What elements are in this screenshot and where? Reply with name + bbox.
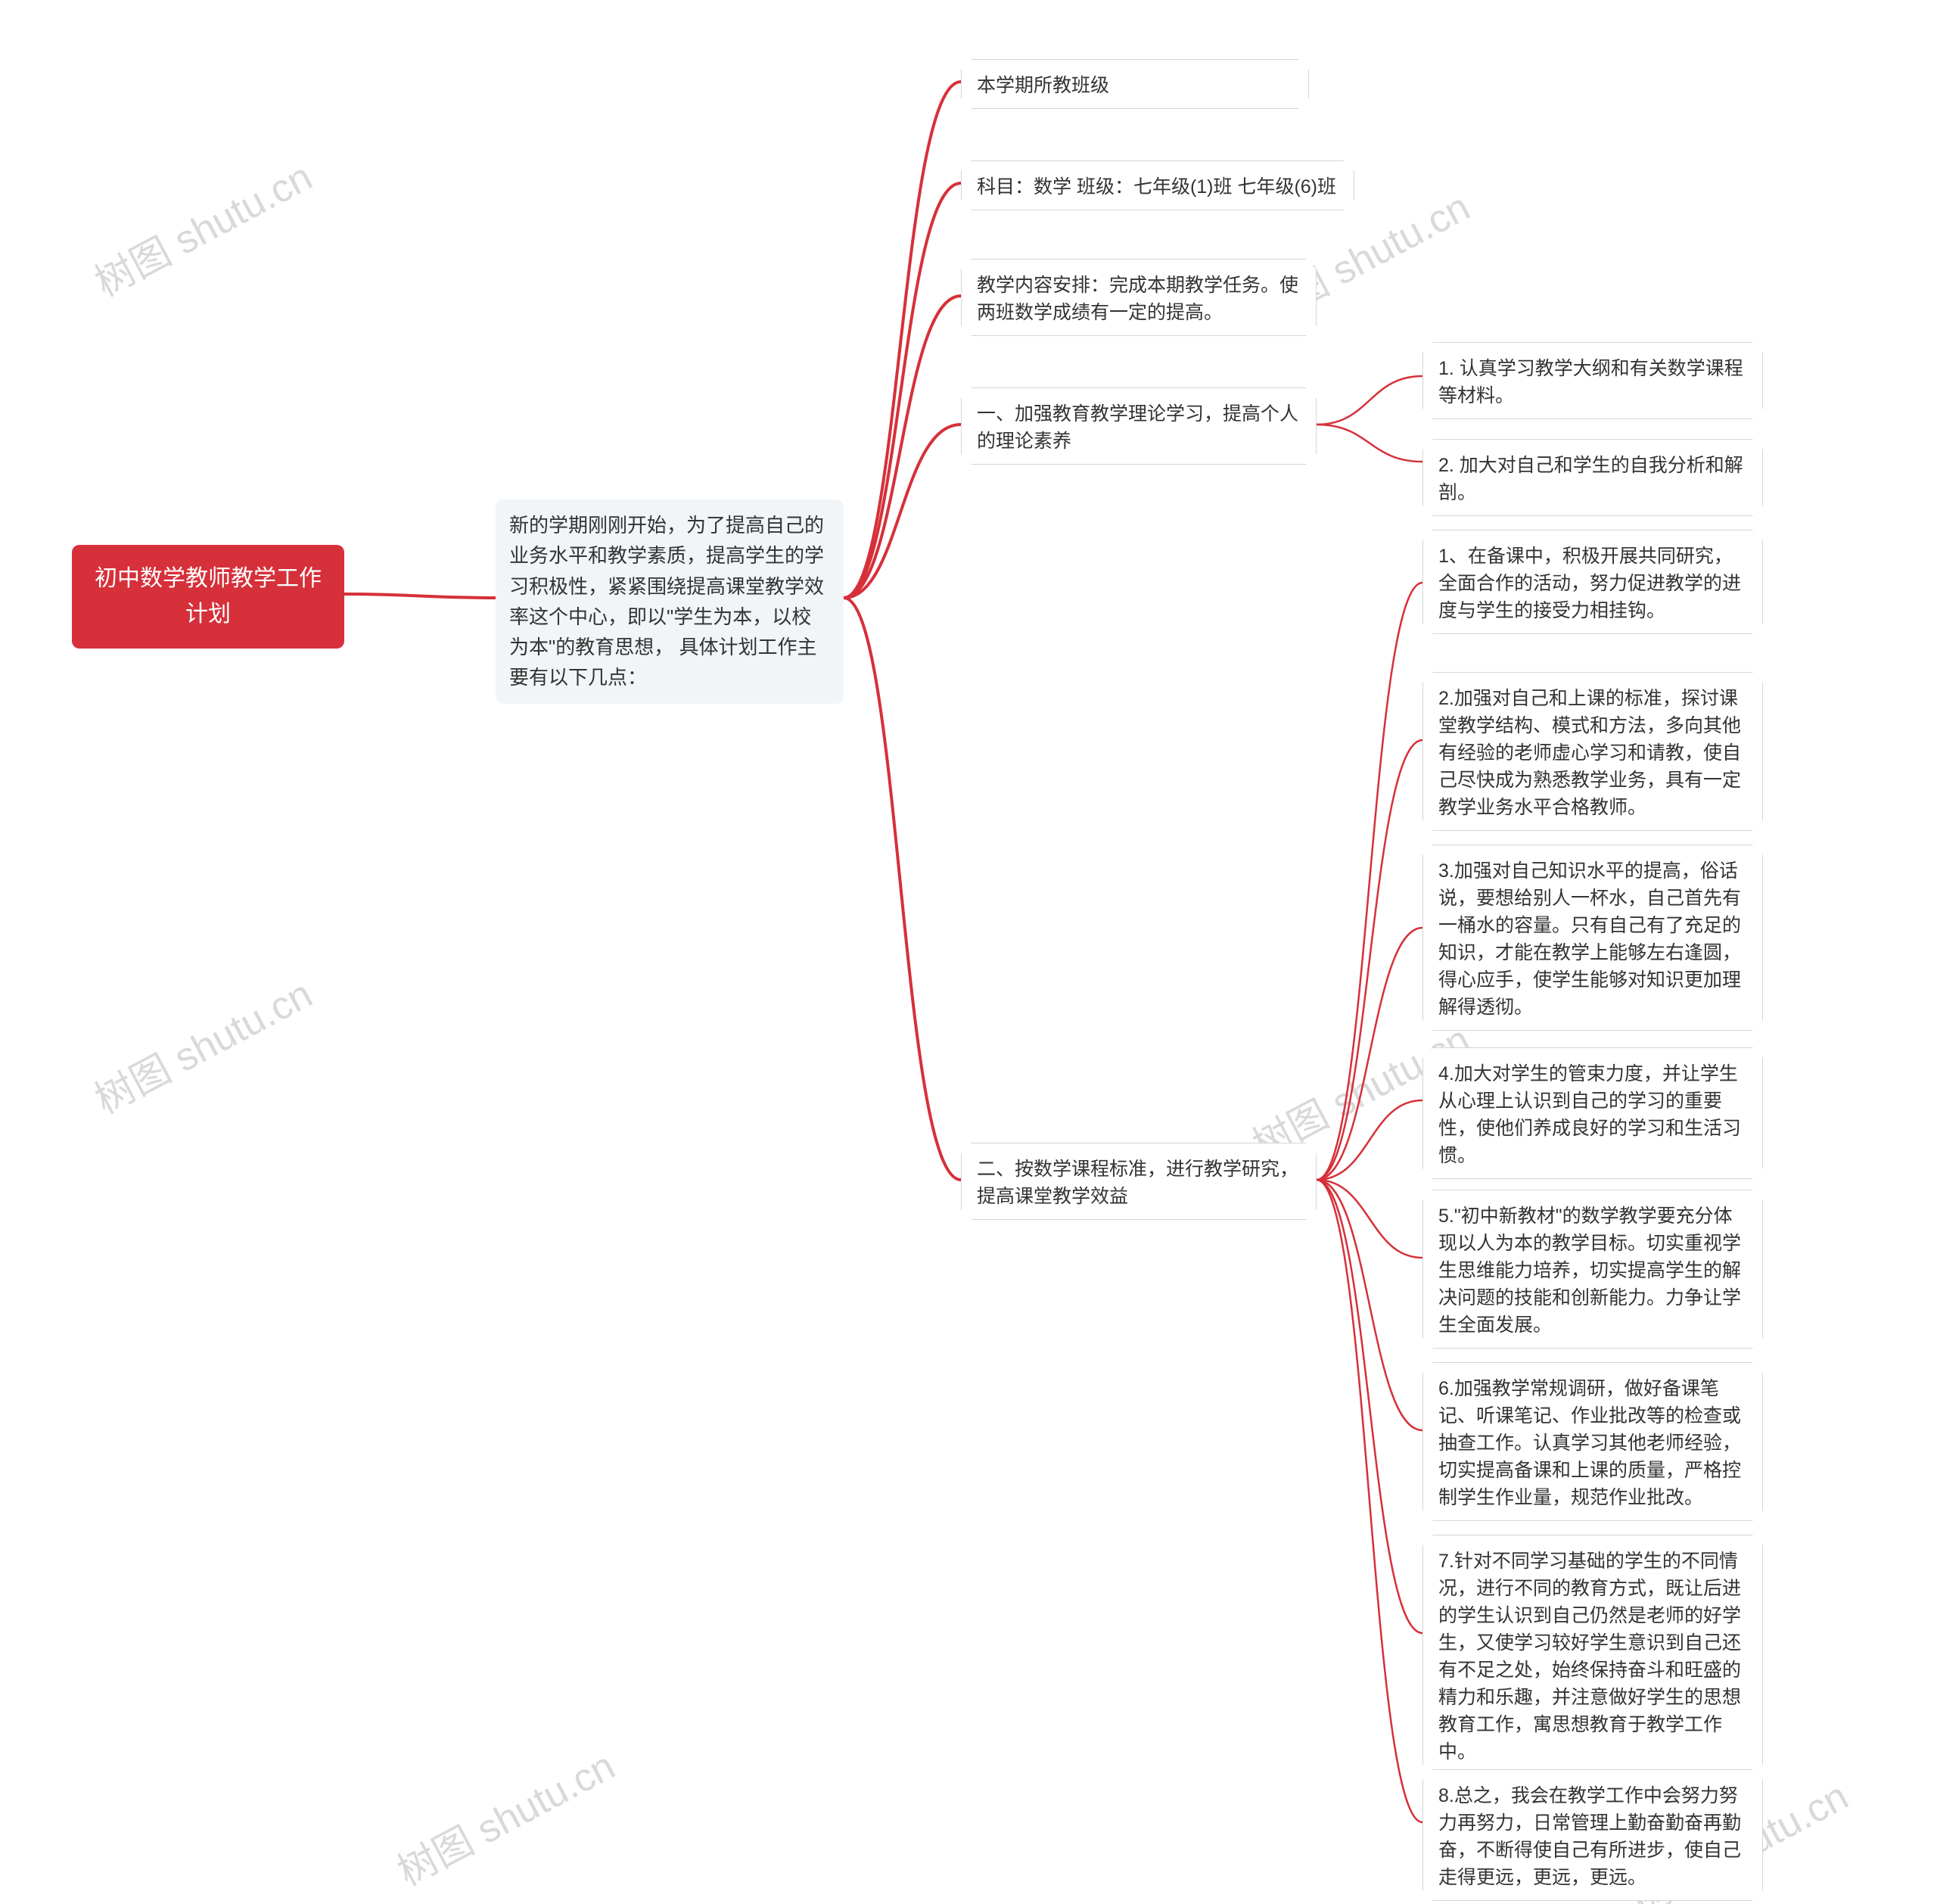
node-content-plan: 教学内容安排：完成本期教学任务。使两班数学成绩有一定的提高。 — [961, 259, 1317, 336]
root-text: 初中数学教师教学工作计划 — [95, 566, 322, 627]
node-text: 本学期所教班级 — [977, 75, 1109, 96]
node-c4-2: 2.加强对自己和上课的标准，探讨课堂教学结构、模式和方法，多向其他有经验的老师虚… — [1422, 672, 1763, 831]
node-text: 2.加强对自己和上课的标准，探讨课堂教学结构、模式和方法，多向其他有经验的老师虚… — [1438, 688, 1741, 818]
node-c4-5: 5."初中新教材"的数学教学要充分体现以人为本的教学目标。切实重视学生思维能力培… — [1422, 1190, 1763, 1349]
node-text: 8.总之，我会在教学工作中会努力努力再努力，日常管理上勤奋勤奋再勤奋，不断得使自… — [1438, 1785, 1741, 1888]
node-text: 5."初中新教材"的数学教学要充分体现以人为本的教学目标。切实重视学生思维能力培… — [1438, 1206, 1741, 1336]
node-text: 一、加强教育教学理论学习，提高个人的理论素养 — [977, 403, 1298, 452]
watermark: 树图 shutu.cn — [83, 963, 320, 1125]
node-text: 3.加强对自己知识水平的提高，俗话说，要想给别人一杯水，自己首先有一桶水的容量。… — [1438, 860, 1741, 1018]
node-c4-6: 6.加强教学常规调研，做好备课笔记、听课笔记、作业批改等的检查或抽查工作。认真学… — [1422, 1362, 1763, 1521]
node-text: 二、按数学课程标准，进行教学研究，提高课堂教学效益 — [977, 1159, 1298, 1207]
node-semester-classes: 本学期所教班级 — [961, 59, 1309, 109]
node-c4-1: 1、在备课中，积极开展共同研究，全面合作的活动，努力促进教学的进度与学生的接受力… — [1422, 530, 1763, 634]
node-text: 4.加大对学生的管束力度，并让学生从心理上认识到自己的学习的重要性，使他们养成良… — [1438, 1063, 1741, 1166]
node-text: 7.针对不同学习基础的学生的不同情况，进行不同的教育方式，既让后进的学生认识到自… — [1438, 1551, 1741, 1762]
node-text: 1. 认真学习教学大纲和有关数学课程等材料。 — [1438, 358, 1743, 406]
node-c4-8: 8.总之，我会在教学工作中会努力努力再努力，日常管理上勤奋勤奋再勤奋，不断得使自… — [1422, 1769, 1763, 1901]
node-text: 教学内容安排：完成本期教学任务。使两班数学成绩有一定的提高。 — [977, 275, 1298, 323]
mindmap-root: 初中数学教师教学工作计划 — [72, 545, 344, 649]
node-text: 2. 加大对自己和学生的自我分析和解剖。 — [1438, 455, 1743, 503]
intro-text: 新的学期刚刚开始，为了提高自己的业务水平和教学素质，提高学生的学习积极性，紧紧围… — [509, 514, 824, 689]
watermark: 树图 shutu.cn — [83, 145, 320, 307]
node-text: 6.加强教学常规调研，做好备课笔记、听课笔记、作业批改等的检查或抽查工作。认真学… — [1438, 1378, 1741, 1508]
watermark: 树图 shutu.cn — [386, 1734, 623, 1896]
node-c3-1: 1. 认真学习教学大纲和有关数学课程等材料。 — [1422, 342, 1763, 419]
node-c3-2: 2. 加大对自己和学生的自我分析和解剖。 — [1422, 439, 1763, 516]
node-text: 1、在备课中，积极开展共同研究，全面合作的活动，努力促进教学的进度与学生的接受力… — [1438, 546, 1741, 621]
node-c4-3: 3.加强对自己知识水平的提高，俗话说，要想给别人一杯水，自己首先有一桶水的容量。… — [1422, 845, 1763, 1031]
mindmap-intro: 新的学期刚刚开始，为了提高自己的业务水平和教学素质，提高学生的学习积极性，紧紧围… — [496, 499, 844, 704]
node-section-2: 二、按数学课程标准，进行教学研究，提高课堂教学效益 — [961, 1143, 1317, 1220]
node-c4-7: 7.针对不同学习基础的学生的不同情况，进行不同的教育方式，既让后进的学生认识到自… — [1422, 1535, 1763, 1775]
node-c4-4: 4.加大对学生的管束力度，并让学生从心理上认识到自己的学习的重要性，使他们养成良… — [1422, 1047, 1763, 1179]
node-subject-class: 科目：数学 班级：七年级(1)班 七年级(6)班 — [961, 160, 1354, 210]
node-text: 科目：数学 班级：七年级(1)班 七年级(6)班 — [977, 176, 1336, 198]
node-section-1: 一、加强教育教学理论学习，提高个人的理论素养 — [961, 387, 1317, 465]
